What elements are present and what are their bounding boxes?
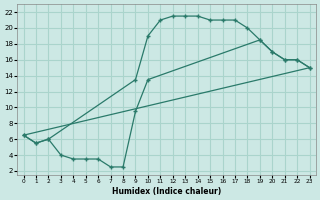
X-axis label: Humidex (Indice chaleur): Humidex (Indice chaleur) (112, 187, 221, 196)
